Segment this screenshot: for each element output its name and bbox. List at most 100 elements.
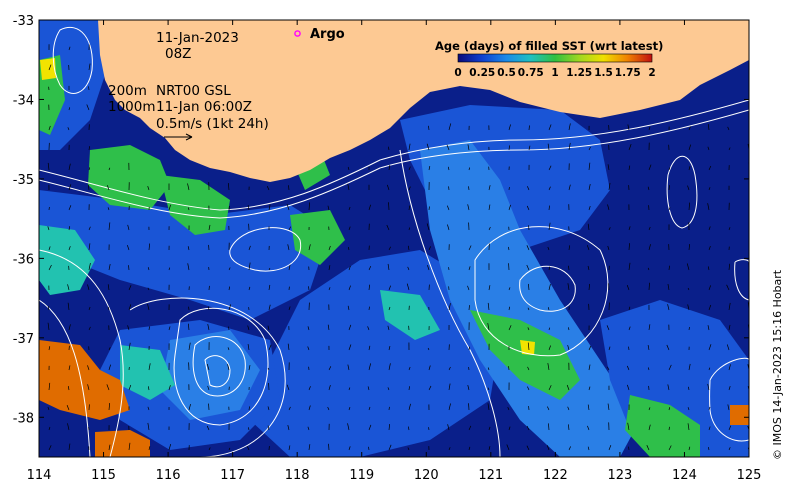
current-vector bbox=[348, 446, 351, 451]
x-tick-label: 122 bbox=[543, 468, 568, 483]
current-vector bbox=[307, 426, 310, 431]
x-tick-label: 118 bbox=[285, 468, 310, 483]
current-vector bbox=[708, 367, 711, 371]
current-vector bbox=[347, 364, 350, 371]
current-vector bbox=[688, 363, 691, 371]
current-vector bbox=[388, 306, 391, 311]
vector-scale-label: 0.5m/s (1kt 24h) bbox=[156, 116, 269, 132]
current-vector bbox=[527, 386, 530, 391]
current-vector bbox=[488, 446, 491, 451]
y-tick-label: -33 bbox=[13, 14, 34, 29]
current-vector bbox=[566, 384, 570, 391]
current-vector bbox=[528, 283, 530, 291]
current-vector bbox=[708, 165, 712, 171]
current-vector bbox=[647, 367, 650, 371]
current-vector bbox=[88, 146, 91, 151]
current-vector bbox=[387, 263, 390, 271]
current-vector bbox=[527, 327, 530, 331]
current-vector bbox=[308, 286, 310, 291]
contour-200m-label: 200m bbox=[108, 83, 147, 99]
current-vector bbox=[707, 124, 710, 131]
current-vector bbox=[208, 224, 211, 231]
current-vector bbox=[147, 386, 150, 391]
current-vector bbox=[568, 424, 570, 431]
current-vector bbox=[526, 445, 530, 451]
current-vector bbox=[48, 264, 52, 271]
map-plot-area: Argo 11-Jan-2023 08Z 200m NRT00 GSL 1000… bbox=[39, 20, 749, 457]
x-axis: 114 115 116 117 118 119 120 121 122 123 124 125 bbox=[27, 20, 761, 483]
colorbar-ticks: 0 0.25 0.5 0.75 1 1.25 1.5 1.75 2 bbox=[454, 67, 655, 79]
current-vector bbox=[147, 303, 150, 311]
current-vector bbox=[108, 222, 111, 231]
current-vector bbox=[328, 265, 331, 271]
current-vector bbox=[267, 325, 270, 331]
current-vector bbox=[726, 344, 730, 351]
current-vector bbox=[368, 284, 371, 291]
current-vector bbox=[548, 124, 552, 131]
current-vector bbox=[648, 424, 651, 431]
current-vector bbox=[168, 385, 171, 391]
current-vector bbox=[727, 126, 730, 131]
current-vector bbox=[47, 322, 50, 331]
current-vector bbox=[106, 384, 110, 391]
current-vector bbox=[688, 202, 691, 211]
current-vector bbox=[568, 327, 570, 331]
current-vector bbox=[588, 386, 591, 391]
current-vector bbox=[308, 444, 311, 451]
current-vector bbox=[148, 446, 151, 451]
current-vector bbox=[608, 227, 611, 231]
current-vector bbox=[428, 365, 431, 371]
current-vector bbox=[87, 365, 90, 371]
ssh-contour bbox=[399, 149, 501, 457]
current-vector bbox=[628, 306, 631, 311]
current-vector bbox=[408, 166, 411, 171]
current-vector bbox=[266, 186, 270, 191]
current-vector bbox=[607, 403, 610, 411]
colorbar-tick-label: 0.75 bbox=[518, 67, 544, 79]
current-vector bbox=[147, 422, 150, 431]
current-vector bbox=[508, 246, 510, 251]
current-vector bbox=[508, 426, 511, 431]
current-vector bbox=[728, 147, 731, 151]
current-vector bbox=[228, 286, 231, 291]
current-vector bbox=[547, 406, 550, 411]
current-vector bbox=[588, 345, 592, 351]
current-vector bbox=[148, 243, 151, 251]
current-vector bbox=[548, 385, 552, 391]
current-vector bbox=[68, 184, 72, 191]
current-vector bbox=[108, 444, 111, 451]
current-vector bbox=[368, 406, 371, 411]
x-tick-label: 123 bbox=[607, 468, 632, 483]
current-vector bbox=[688, 126, 691, 131]
current-vector bbox=[408, 205, 411, 211]
current-vector bbox=[487, 302, 490, 311]
current-vector bbox=[728, 364, 731, 371]
current-vector bbox=[448, 366, 451, 371]
sst-patch-orange bbox=[730, 405, 749, 425]
current-vector bbox=[488, 426, 491, 431]
current-vector bbox=[408, 143, 411, 151]
current-vector bbox=[627, 422, 630, 431]
current-vector bbox=[128, 342, 131, 351]
sst-patch-green bbox=[88, 145, 170, 210]
current-vector bbox=[708, 344, 712, 351]
current-vector bbox=[128, 304, 132, 311]
current-vector bbox=[708, 426, 711, 431]
current-vector bbox=[168, 443, 172, 451]
current-vector bbox=[88, 226, 91, 231]
current-vector bbox=[68, 443, 71, 451]
current-vector bbox=[308, 405, 311, 411]
current-vector bbox=[708, 447, 710, 451]
current-vector bbox=[468, 425, 472, 431]
current-vector bbox=[547, 307, 550, 311]
current-vector bbox=[47, 406, 50, 411]
current-vector bbox=[207, 324, 210, 331]
current-vector bbox=[668, 167, 671, 171]
current-vector bbox=[47, 306, 50, 311]
ssh-contour bbox=[229, 227, 302, 272]
current-vector bbox=[728, 425, 732, 431]
ssh-contour bbox=[519, 265, 576, 312]
current-vector bbox=[107, 284, 110, 291]
current-vector bbox=[406, 283, 410, 291]
current-vector bbox=[407, 447, 410, 451]
